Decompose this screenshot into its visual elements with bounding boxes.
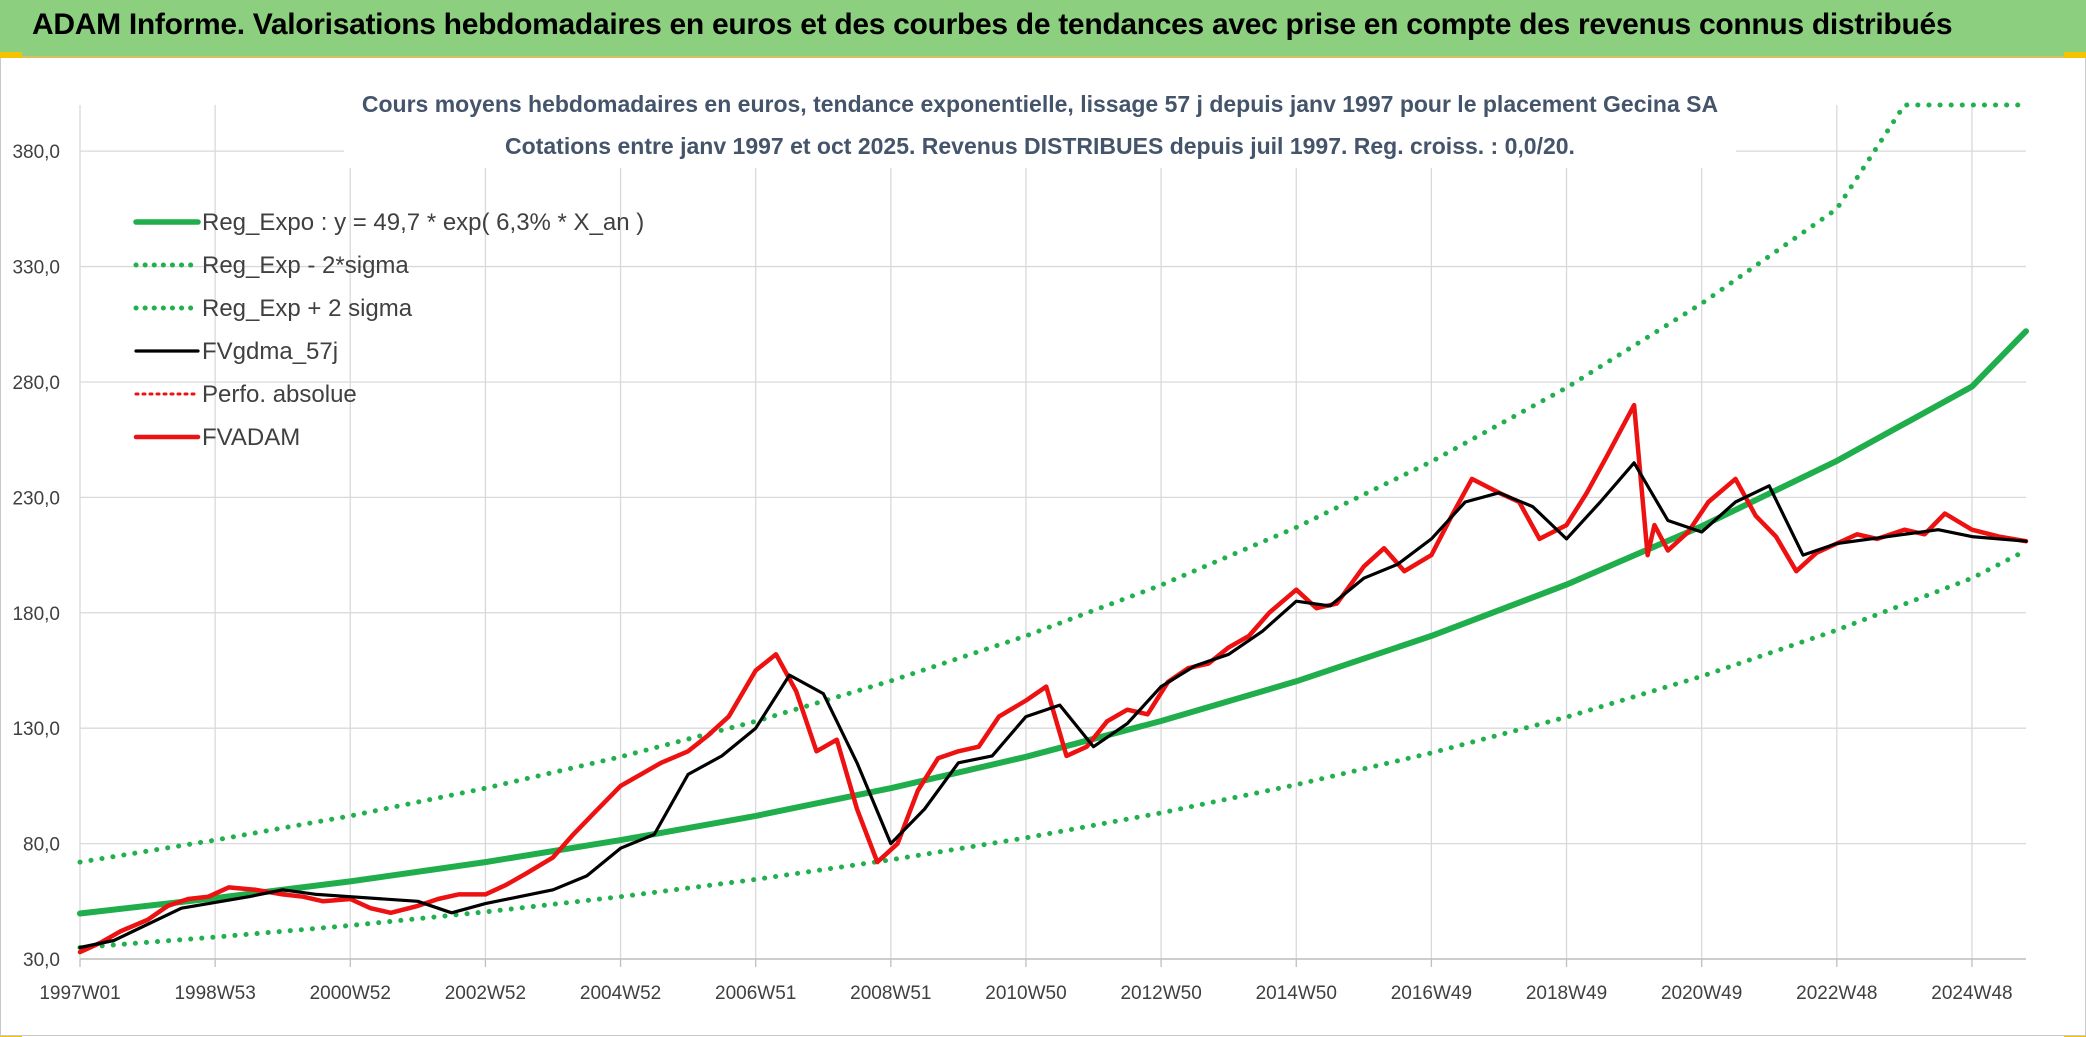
legend-label: Reg_Exp - 2*sigma (202, 252, 409, 279)
x-tick-label: 2008W51 (850, 983, 931, 1004)
x-tick-label: 1997W01 (39, 983, 120, 1004)
axes: 30,0 80,0 130,0 180,0 230,0 280,0 330,0 380,0 19… (12, 142, 2026, 1004)
x-tick-label: 2002W52 (445, 983, 526, 1004)
chart-title: Cours moyens hebdomadaires en euros, ten… (362, 91, 1718, 117)
x-tick-label: 2010W50 (985, 983, 1066, 1004)
x-tick-label: 2022W48 (1796, 983, 1877, 1004)
series-layer (77, 102, 2029, 955)
chart-subtitle: Cotations entre janv 1997 et oct 2025. R… (505, 133, 1575, 159)
y-tick-label: 130,0 (12, 719, 60, 740)
x-tick-label: 2020W49 (1661, 983, 1742, 1004)
x-tick-label: 2004W52 (580, 983, 661, 1004)
trend-line (77, 328, 2029, 917)
x-tick-label: 2024W48 (1931, 983, 2012, 1004)
fvgdma-line (78, 461, 2028, 950)
x-tick-label: 2000W52 (310, 983, 391, 1004)
corner-mark-left (0, 52, 22, 60)
y-tick-label: 80,0 (23, 835, 60, 856)
chart-frame (0, 58, 2086, 1036)
x-tick-label: 2012W50 (1120, 983, 1201, 1004)
report-title: ADAM Informe. Valorisations hebdomadaire… (32, 8, 1953, 41)
x-tick-label: 2006W51 (715, 983, 796, 1004)
y-tick-label: 30,0 (23, 950, 60, 971)
sigma-upper-line (77, 102, 2029, 865)
fvadam-line (77, 402, 2029, 955)
legend-label: Perfo. absolue (202, 381, 357, 408)
x-tick-label: 2014W50 (1256, 983, 1337, 1004)
title-background (344, 84, 1736, 168)
legend-label: FVgdma_57j (202, 338, 338, 365)
corner-mark-right (2064, 52, 2086, 60)
legend-label: Reg_Expo : y = 49,7 * exp( 6,3% * X_an ) (202, 209, 644, 236)
x-tick-label: 2018W49 (1526, 983, 1607, 1004)
sigma-lower-line (77, 548, 2029, 950)
x-tick-label: 1998W53 (174, 983, 255, 1004)
y-tick-label: 280,0 (12, 373, 60, 394)
legend-label: FVADAM (202, 424, 300, 451)
y-tick-label: 330,0 (12, 258, 60, 279)
report-header: ADAM Informe. Valorisations hebdomadaire… (0, 0, 2086, 58)
legend-label: Reg_Exp + 2 sigma (202, 295, 413, 322)
y-tick-label: 380,0 (12, 142, 60, 163)
y-tick-label: 180,0 (12, 604, 60, 625)
x-tick-label: 2016W49 (1391, 983, 1472, 1004)
legend: Reg_Expo : y = 49,7 * exp( 6,3% * X_an )… (133, 209, 644, 451)
y-tick-label: 230,0 (12, 488, 60, 509)
